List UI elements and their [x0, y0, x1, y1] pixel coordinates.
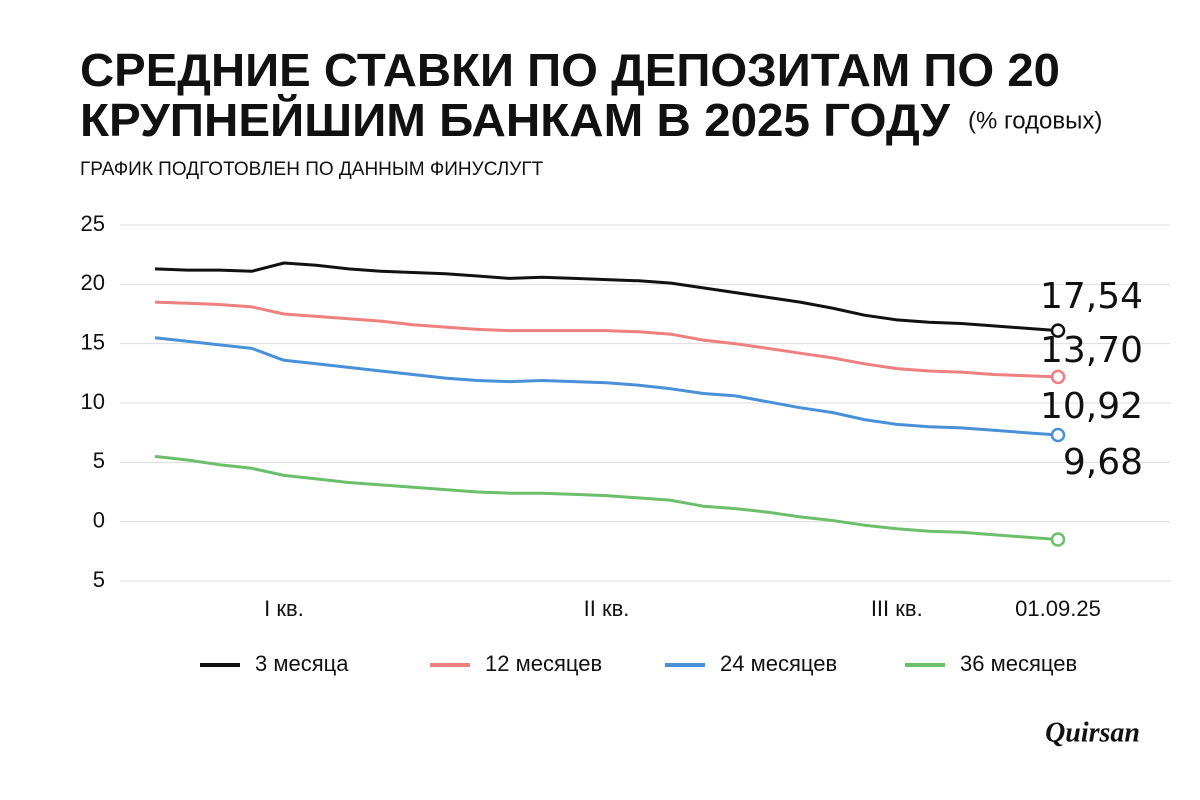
- series-line: [154, 261, 1059, 333]
- legend-label: 12 месяцев: [485, 651, 602, 676]
- x-tick-label: II кв.: [584, 596, 630, 621]
- end-point: [1050, 427, 1066, 443]
- chart-title: СРЕДНИЕ СТАВКИ ПО ДЕПОЗИТАМ ПО 20: [80, 44, 1060, 96]
- end-point: [1050, 323, 1066, 338]
- end-point: [1050, 532, 1066, 547]
- y-tick-label: 0: [93, 507, 105, 532]
- y-tick-label: 10: [81, 389, 105, 414]
- y-tick-label: 5: [93, 448, 105, 473]
- x-tick-label: I кв.: [264, 596, 304, 621]
- end-point: [1050, 369, 1066, 385]
- chart-subtitle: ГРАФИК ПОДГОТОВЛЕН ПО ДАННЫМ ФИНУСЛУГТ: [80, 159, 544, 180]
- series-line: [154, 454, 1059, 541]
- y-tick-label: 25: [81, 211, 105, 236]
- series-line: [154, 300, 1059, 379]
- brand: Quirsan: [1045, 717, 1140, 748]
- annotation: 9,68: [1063, 442, 1143, 483]
- series-line: [154, 336, 1059, 437]
- chart-title: КРУПНЕЙШИМ БАНКАМ В 2025 ГОДУ: [80, 94, 951, 146]
- y-tick-label: 20: [81, 270, 105, 295]
- y-tick-label: 5: [93, 567, 105, 592]
- annotation: 17,54: [1040, 276, 1143, 317]
- x-tick-label: III кв.: [871, 596, 923, 621]
- legend-label: 24 месяцев: [720, 651, 837, 676]
- legend-label: 36 месяцев: [960, 651, 1077, 676]
- y-tick-label: 15: [81, 329, 105, 354]
- legend-label: 3 месяца: [255, 651, 349, 676]
- title-note: (% годовых): [968, 107, 1102, 134]
- annotation: 13,70: [1040, 330, 1143, 371]
- annotation: 10,92: [1040, 386, 1143, 427]
- x-tick-label: 01.09.25: [1015, 596, 1101, 621]
